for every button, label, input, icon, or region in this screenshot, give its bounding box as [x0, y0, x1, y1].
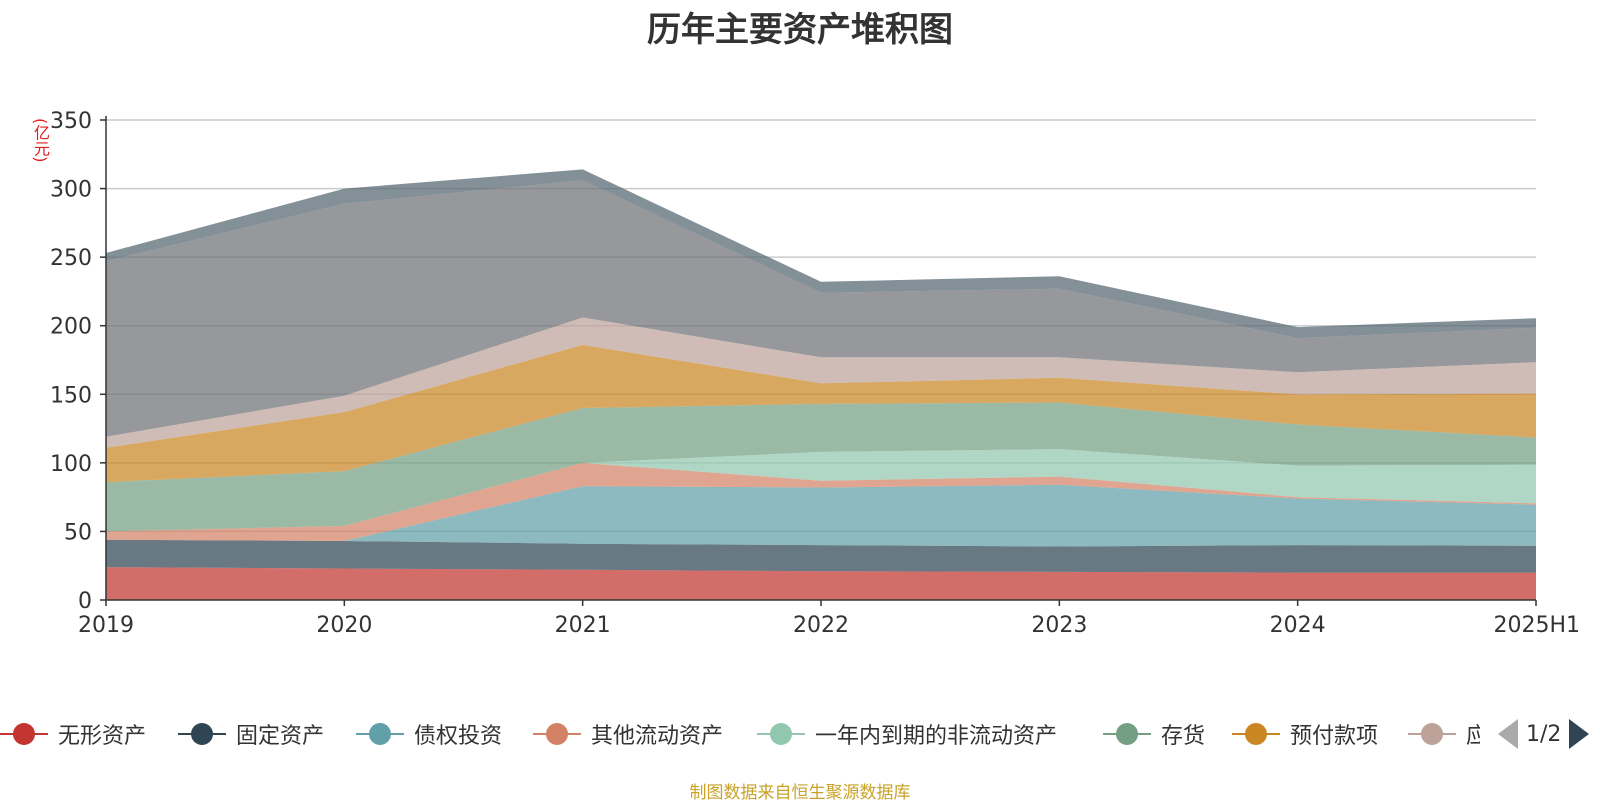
y-tick-label-200: 200: [50, 315, 92, 340]
legend-label: 预付款项: [1290, 724, 1379, 749]
x-tick-label-2022: 2022: [793, 613, 849, 638]
legend-marker-icon: [757, 722, 805, 746]
area-series-layer: [106, 169, 1536, 600]
area-series-2: [106, 539, 1536, 573]
legend-label: 应: [1466, 724, 1480, 749]
legend-label: 一年内到期的非流动资产: [815, 724, 1058, 749]
area-series-7: [106, 344, 1536, 483]
area-series-9: [106, 180, 1536, 437]
legend-item-5[interactable]: 一年内到期的非流动资产: [757, 718, 1057, 750]
chart-legend: 无形资产 固定资产 债权投资 其他流动资产 一年内到期的非流动资产 存货 预付款项 应: [0, 718, 1480, 750]
x-tick-label-2020: 2020: [316, 613, 372, 638]
area-series-1: [106, 567, 1536, 600]
data-source-note: 制图数据来自恒生聚源数据库: [689, 783, 911, 803]
y-tick-label-350: 350: [50, 109, 92, 134]
legend-marker-icon: [178, 722, 226, 746]
legend-marker-icon: [1232, 722, 1280, 746]
y-tick-label-100: 100: [50, 452, 92, 477]
legend-item-1[interactable]: 无形资产: [0, 718, 146, 750]
legend-marker-icon: [1408, 722, 1456, 746]
legend-item-6[interactable]: 存货: [1103, 718, 1205, 750]
legend-page-indicator: 1/2: [1526, 721, 1562, 747]
x-tick-label-2019: 2019: [78, 613, 134, 638]
area-series-8: [106, 317, 1536, 448]
legend-item-8[interactable]: 应: [1408, 718, 1480, 750]
legend-prev-page-icon[interactable]: [1498, 719, 1518, 749]
area-series-4: [106, 462, 1536, 541]
legend-label: 其他流动资产: [591, 724, 724, 749]
legend-marker-icon: [1103, 722, 1151, 746]
area-series-5: [106, 449, 1536, 532]
legend-item-7[interactable]: 预付款项: [1232, 718, 1378, 750]
chart-title: 历年主要资产堆积图: [647, 10, 953, 50]
y-tick-label-50: 50: [64, 520, 92, 545]
y-axis-unit-label: (亿元): [31, 118, 50, 163]
x-tick-label-2024: 2024: [1270, 613, 1326, 638]
legend-item-2[interactable]: 固定资产: [178, 718, 324, 750]
legend-label: 无形资产: [58, 724, 147, 749]
area-series-3: [106, 484, 1536, 547]
x-tick-label-2021: 2021: [555, 613, 611, 638]
area-series-6: [106, 402, 1536, 532]
legend-marker-icon: [533, 722, 581, 746]
legend-item-4[interactable]: 其他流动资产: [533, 718, 723, 750]
legend-marker-icon: [0, 722, 48, 746]
y-tick-label-300: 300: [50, 178, 92, 203]
legend-pager: 1/2: [1498, 718, 1590, 750]
y-tick-label-250: 250: [50, 246, 92, 271]
legend-marker-icon: [356, 722, 404, 746]
legend-next-page-icon[interactable]: [1569, 719, 1590, 749]
x-tick-label-2025H1: 2025H1: [1493, 613, 1580, 638]
axes: 0 50 100 150 200 250 300 350 2019 2020 2021 2022 202…: [50, 109, 1580, 638]
legend-label: 存货: [1161, 724, 1206, 749]
y-tick-label-0: 0: [78, 589, 92, 614]
legend-label: 债权投资: [414, 724, 503, 749]
x-tick-label-2023: 2023: [1031, 613, 1087, 638]
legend-item-3[interactable]: 债权投资: [356, 718, 502, 750]
y-tick-label-150: 150: [50, 383, 92, 408]
legend-label: 固定资产: [236, 724, 325, 749]
